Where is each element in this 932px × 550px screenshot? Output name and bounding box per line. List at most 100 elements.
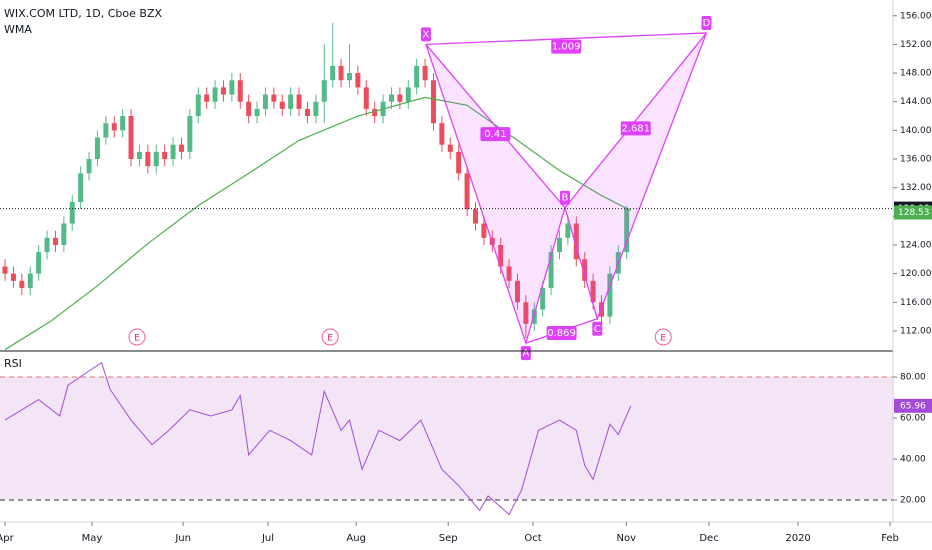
rsi-title: RSI bbox=[4, 357, 22, 370]
x-tick-label: Apr bbox=[0, 533, 15, 544]
candle-body bbox=[178, 144, 184, 152]
candle-body bbox=[103, 123, 109, 138]
candle-body bbox=[556, 237, 562, 253]
y-tick-label: 120.00 bbox=[900, 269, 932, 279]
candle-body bbox=[254, 108, 260, 117]
x-tick-label: Oct bbox=[524, 533, 541, 544]
candle-body bbox=[296, 94, 302, 109]
candle-body bbox=[439, 123, 445, 145]
pattern-xab bbox=[425, 43, 566, 346]
indicator-label: WMA bbox=[4, 23, 32, 36]
ratio-label: 2.681 bbox=[621, 123, 650, 134]
y-tick-label: 152.00 bbox=[900, 40, 932, 50]
candle-body bbox=[271, 94, 277, 102]
candle-body bbox=[145, 151, 151, 167]
y-tick-label: 40.00 bbox=[900, 455, 926, 465]
pattern-point bbox=[592, 321, 603, 336]
wma-line bbox=[4, 96, 632, 351]
candle-body bbox=[246, 101, 252, 117]
candle-body bbox=[162, 151, 168, 160]
candle-body bbox=[372, 108, 378, 117]
pattern-point-label: A bbox=[522, 348, 529, 359]
candle-body bbox=[27, 273, 33, 288]
earnings-label: E bbox=[327, 334, 333, 344]
x-tick-label: Nov bbox=[617, 533, 637, 544]
y-tick-label: 148.00 bbox=[900, 69, 932, 79]
x-tick-label: Jul bbox=[261, 533, 274, 544]
x-tick-label: Jun bbox=[174, 533, 191, 544]
wma-last-box bbox=[894, 205, 932, 220]
x-tick-label: Dec bbox=[699, 533, 718, 544]
candle-body bbox=[36, 252, 42, 274]
pattern-point bbox=[420, 27, 431, 42]
pattern-point bbox=[520, 346, 531, 361]
y-tick-label: 124.00 bbox=[900, 240, 932, 250]
x-tick-label: May bbox=[82, 533, 103, 544]
candle-body bbox=[212, 87, 218, 102]
candle-body bbox=[548, 252, 554, 288]
y-tick-label: 112.00 bbox=[900, 326, 932, 336]
earnings-marker bbox=[654, 328, 672, 346]
candle-body bbox=[523, 302, 529, 324]
candle-body bbox=[262, 94, 268, 109]
ratio-box bbox=[620, 121, 651, 136]
candle-body bbox=[86, 159, 92, 174]
candle-body bbox=[624, 208, 630, 253]
y-tick-label: 116.00 bbox=[900, 298, 932, 308]
pattern-point-label: D bbox=[703, 18, 711, 29]
price-pane: 1.009 0.41 2.681 0.869 X A B C D E E E bbox=[0, 15, 893, 361]
candle-body bbox=[363, 87, 369, 109]
ratio-box bbox=[551, 39, 582, 54]
candle-body bbox=[52, 237, 58, 245]
candle-body bbox=[10, 273, 16, 281]
wma-last-label: 128.53 bbox=[898, 208, 930, 218]
rsi-line bbox=[4, 361, 632, 516]
candle-body bbox=[346, 73, 352, 81]
candle-body bbox=[464, 173, 470, 210]
candle-body bbox=[573, 223, 579, 260]
candle-body bbox=[321, 80, 327, 102]
candle-body bbox=[481, 223, 487, 238]
candle-body bbox=[355, 73, 361, 88]
candle-body bbox=[514, 280, 520, 303]
earnings-marker bbox=[321, 328, 339, 346]
candle-body bbox=[506, 266, 512, 281]
earnings-marker bbox=[128, 328, 146, 346]
x-tick-label: Sep bbox=[439, 533, 458, 544]
x-tick-label: Feb bbox=[881, 533, 899, 544]
candle-body bbox=[69, 202, 75, 224]
candle-body bbox=[195, 94, 201, 117]
candle-body bbox=[456, 151, 462, 174]
ratio-label: 0.869 bbox=[547, 328, 576, 339]
rsi-last-box bbox=[894, 398, 932, 413]
ratio-box bbox=[480, 127, 511, 142]
chart-title: WIX.COM LTD, 1D, Cboe BZX bbox=[4, 7, 162, 20]
ratio-label: 1.009 bbox=[552, 42, 581, 53]
rsi-last-label: 65.96 bbox=[900, 401, 926, 411]
earnings-label: E bbox=[134, 334, 140, 344]
candle-body bbox=[540, 287, 546, 310]
y-tick-label: 132.00 bbox=[900, 183, 932, 193]
candle-body bbox=[61, 223, 67, 245]
candle-body bbox=[422, 65, 428, 81]
rsi-pane bbox=[0, 361, 893, 516]
pattern-point bbox=[559, 190, 570, 205]
pattern-leg bbox=[425, 32, 707, 46]
candle-body bbox=[405, 87, 411, 102]
candle-body bbox=[128, 116, 134, 160]
candle-body bbox=[430, 80, 436, 124]
pattern-bcd bbox=[564, 32, 708, 321]
ratio-box bbox=[546, 325, 577, 340]
candle-body bbox=[229, 80, 235, 95]
pattern-point-label: B bbox=[562, 193, 569, 204]
candle-body bbox=[94, 137, 100, 160]
candle-body bbox=[330, 65, 336, 81]
candle-body bbox=[590, 280, 596, 303]
candle-body bbox=[313, 101, 319, 117]
y-tick-label: 156.00 bbox=[900, 11, 932, 21]
y-tick-label: 144.00 bbox=[900, 97, 932, 107]
candle-body bbox=[607, 273, 613, 317]
candle-body bbox=[19, 280, 25, 288]
candle-body bbox=[279, 101, 285, 109]
